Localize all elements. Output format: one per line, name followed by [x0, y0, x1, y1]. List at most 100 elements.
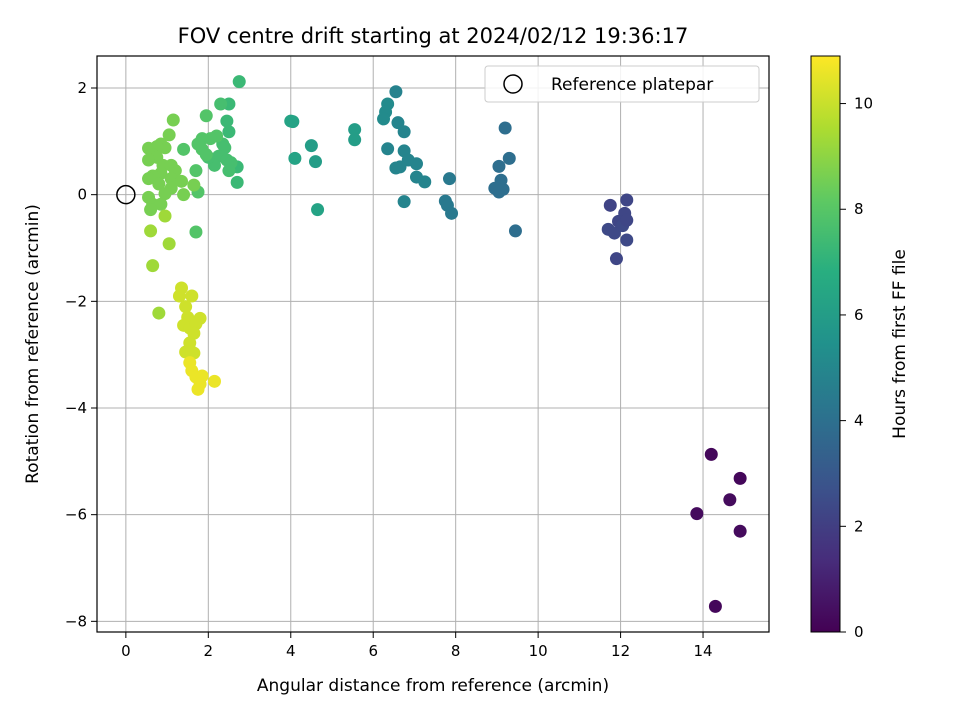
- data-point: [175, 174, 189, 188]
- colorbar-tick-label: 2: [854, 517, 864, 535]
- data-point: [214, 97, 228, 111]
- data-point: [377, 112, 391, 126]
- data-point: [348, 133, 362, 147]
- data-point: [179, 300, 193, 314]
- data-point: [154, 197, 168, 211]
- colorbar-label: Hours from first FF file: [890, 249, 910, 439]
- chart-title: FOV centre drift starting at 2024/02/12 …: [178, 24, 689, 48]
- data-point: [620, 213, 634, 227]
- colorbar-ticks: 0 2 4 6 8 10: [840, 95, 873, 641]
- x-axis-label: Angular distance from reference (arcmin): [257, 676, 609, 696]
- data-point: [708, 599, 722, 613]
- data-point: [391, 116, 405, 130]
- legend: Reference platepar: [484, 65, 760, 103]
- colorbar-gradient: [810, 55, 841, 633]
- y-tick-label: −2: [65, 292, 87, 310]
- data-point: [288, 151, 302, 165]
- data-point: [381, 142, 395, 156]
- data-point: [232, 75, 246, 89]
- plot-frame: [96, 55, 770, 633]
- data-point: [158, 209, 172, 223]
- data-point: [609, 252, 623, 266]
- data-point: [199, 109, 213, 123]
- data-point: [397, 125, 411, 139]
- x-tick-label: 10: [529, 642, 548, 660]
- data-point: [389, 161, 403, 175]
- data-point: [492, 159, 506, 173]
- data-point: [502, 151, 516, 165]
- axis-ticks: 0 2 4 6 8 10 12 14 −8 −6 −4 −2 0 2: [65, 79, 713, 660]
- colorbar-tick-label: 8: [854, 200, 864, 218]
- data-point: [185, 289, 199, 303]
- data-point: [309, 155, 323, 169]
- data-point: [166, 113, 180, 127]
- data-point: [152, 306, 166, 320]
- plot-area: 0 2 4 6 8 10 12 14 −8 −6 −4 −2 0 2: [65, 55, 770, 660]
- y-tick-label: −6: [65, 506, 87, 524]
- data-point: [220, 114, 234, 128]
- x-tick-label: 0: [121, 642, 131, 660]
- x-tick-label: 4: [286, 642, 296, 660]
- legend-label: Reference platepar: [551, 75, 713, 95]
- data-point: [162, 128, 176, 142]
- data-point: [733, 524, 747, 538]
- colorbar-tick-label: 6: [854, 306, 864, 324]
- data-point: [304, 139, 318, 153]
- data-point: [311, 203, 325, 217]
- data-point: [410, 157, 424, 171]
- data-point: [603, 198, 617, 212]
- data-point: [162, 237, 176, 251]
- data-point: [199, 148, 213, 162]
- data-point: [191, 382, 205, 396]
- data-points: [142, 75, 747, 613]
- data-point: [222, 164, 236, 178]
- data-point: [348, 123, 362, 137]
- data-point: [397, 195, 411, 209]
- data-point: [189, 164, 203, 178]
- reference-platepar-marker: [116, 184, 136, 205]
- data-point: [187, 178, 201, 192]
- data-point: [418, 175, 432, 189]
- data-point: [620, 193, 634, 207]
- y-tick-label: −4: [65, 399, 87, 417]
- data-point: [498, 121, 512, 135]
- y-tick-label: 2: [77, 79, 87, 97]
- data-point: [222, 125, 236, 139]
- data-point: [389, 85, 403, 99]
- data-point: [172, 289, 186, 303]
- data-point: [704, 447, 718, 461]
- colorbar-tick-label: 4: [854, 412, 864, 430]
- data-point: [733, 471, 747, 485]
- y-axis-label: Rotation from reference (arcmin): [23, 204, 43, 484]
- colorbar-tick-label: 10: [854, 95, 873, 113]
- data-point: [158, 187, 172, 201]
- data-point: [508, 224, 522, 238]
- colorbar-tick-label: 0: [854, 623, 864, 641]
- y-tick-label: −8: [65, 612, 87, 630]
- colorbar: 0 2 4 6 8 10 Hours from first FF file: [810, 55, 910, 641]
- data-point: [144, 203, 158, 217]
- y-tick-label: 0: [77, 186, 87, 204]
- data-point: [723, 493, 737, 507]
- data-point: [146, 259, 160, 273]
- x-tick-label: 8: [451, 642, 461, 660]
- data-point: [442, 172, 456, 186]
- legend-box: [484, 65, 760, 103]
- data-point: [492, 185, 506, 199]
- x-tick-label: 2: [204, 642, 214, 660]
- data-point: [189, 225, 203, 239]
- data-point: [207, 374, 221, 388]
- data-point: [152, 177, 166, 191]
- data-point: [142, 153, 156, 167]
- data-point: [607, 226, 621, 240]
- data-point: [230, 175, 244, 189]
- data-point: [284, 114, 298, 128]
- data-point: [620, 233, 634, 247]
- data-point: [164, 172, 178, 186]
- data-point: [445, 206, 459, 220]
- data-point: [177, 142, 191, 156]
- x-tick-label: 12: [611, 642, 630, 660]
- x-tick-label: 14: [693, 642, 712, 660]
- data-point: [690, 507, 704, 521]
